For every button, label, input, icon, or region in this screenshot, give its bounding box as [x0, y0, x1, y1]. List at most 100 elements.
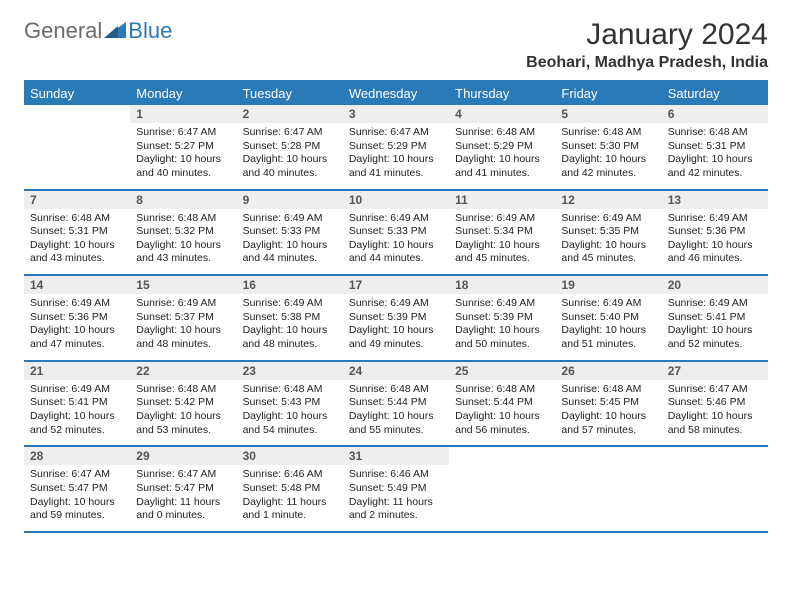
- sunrise-text: Sunrise: 6:48 AM: [30, 212, 124, 226]
- month-title: January 2024: [526, 18, 768, 52]
- calendar-day-cell: 21Sunrise: 6:49 AMSunset: 5:41 PMDayligh…: [24, 361, 130, 447]
- col-friday: Friday: [555, 81, 661, 105]
- daylight-text: Daylight: 10 hours and 42 minutes.: [561, 153, 655, 180]
- sunset-text: Sunset: 5:34 PM: [455, 225, 549, 239]
- daylight-text: Daylight: 10 hours and 41 minutes.: [349, 153, 443, 180]
- daylight-text: Daylight: 10 hours and 46 minutes.: [668, 239, 762, 266]
- daylight-text: Daylight: 10 hours and 48 minutes.: [136, 324, 230, 351]
- day-info: Sunrise: 6:49 AMSunset: 5:35 PMDaylight:…: [555, 209, 661, 275]
- daylight-text: Daylight: 11 hours and 1 minute.: [243, 496, 337, 523]
- day-info: Sunrise: 6:48 AMSunset: 5:44 PMDaylight:…: [449, 380, 555, 446]
- col-tuesday: Tuesday: [237, 81, 343, 105]
- calendar-day-cell: [24, 105, 130, 190]
- day-number: 4: [449, 105, 555, 123]
- daylight-text: Daylight: 10 hours and 40 minutes.: [243, 153, 337, 180]
- calendar-day-cell: [662, 446, 768, 532]
- day-info: Sunrise: 6:49 AMSunset: 5:41 PMDaylight:…: [24, 380, 130, 446]
- sunrise-text: Sunrise: 6:49 AM: [455, 297, 549, 311]
- sunset-text: Sunset: 5:31 PM: [668, 140, 762, 154]
- daylight-text: Daylight: 10 hours and 51 minutes.: [561, 324, 655, 351]
- calendar-day-cell: 13Sunrise: 6:49 AMSunset: 5:36 PMDayligh…: [662, 190, 768, 276]
- sunrise-text: Sunrise: 6:49 AM: [136, 297, 230, 311]
- day-info: Sunrise: 6:49 AMSunset: 5:39 PMDaylight:…: [449, 294, 555, 360]
- col-saturday: Saturday: [662, 81, 768, 105]
- day-number: 29: [130, 447, 236, 465]
- daylight-text: Daylight: 10 hours and 58 minutes.: [668, 410, 762, 437]
- title-block: January 2024 Beohari, Madhya Pradesh, In…: [526, 18, 768, 72]
- day-info: Sunrise: 6:48 AMSunset: 5:31 PMDaylight:…: [662, 123, 768, 189]
- daylight-text: Daylight: 10 hours and 45 minutes.: [455, 239, 549, 266]
- day-info: Sunrise: 6:49 AMSunset: 5:40 PMDaylight:…: [555, 294, 661, 360]
- sunrise-text: Sunrise: 6:48 AM: [136, 212, 230, 226]
- calendar-header-row: Sunday Monday Tuesday Wednesday Thursday…: [24, 81, 768, 105]
- sunrise-text: Sunrise: 6:49 AM: [561, 212, 655, 226]
- calendar-day-cell: 1Sunrise: 6:47 AMSunset: 5:27 PMDaylight…: [130, 105, 236, 190]
- sunrise-text: Sunrise: 6:48 AM: [136, 383, 230, 397]
- daylight-text: Daylight: 10 hours and 52 minutes.: [30, 410, 124, 437]
- sunset-text: Sunset: 5:47 PM: [136, 482, 230, 496]
- sunrise-text: Sunrise: 6:47 AM: [136, 468, 230, 482]
- sunrise-text: Sunrise: 6:47 AM: [30, 468, 124, 482]
- day-number: 18: [449, 276, 555, 294]
- sunrise-text: Sunrise: 6:49 AM: [243, 297, 337, 311]
- day-number: 10: [343, 191, 449, 209]
- sunrise-text: Sunrise: 6:46 AM: [349, 468, 443, 482]
- daylight-text: Daylight: 10 hours and 55 minutes.: [349, 410, 443, 437]
- sunrise-text: Sunrise: 6:48 AM: [455, 126, 549, 140]
- sunrise-text: Sunrise: 6:47 AM: [243, 126, 337, 140]
- sunset-text: Sunset: 5:36 PM: [30, 311, 124, 325]
- daylight-text: Daylight: 10 hours and 41 minutes.: [455, 153, 549, 180]
- sunset-text: Sunset: 5:39 PM: [349, 311, 443, 325]
- calendar-table: Sunday Monday Tuesday Wednesday Thursday…: [24, 80, 768, 533]
- calendar-page: General Blue January 2024 Beohari, Madhy…: [0, 0, 792, 551]
- calendar-day-cell: [449, 446, 555, 532]
- location-label: Beohari, Madhya Pradesh, India: [526, 54, 768, 72]
- calendar-body: 1Sunrise: 6:47 AMSunset: 5:27 PMDaylight…: [24, 105, 768, 532]
- brand-text-general: General: [24, 18, 102, 44]
- sunrise-text: Sunrise: 6:48 AM: [243, 383, 337, 397]
- brand-text-blue: Blue: [128, 18, 172, 44]
- calendar-day-cell: 15Sunrise: 6:49 AMSunset: 5:37 PMDayligh…: [130, 275, 236, 361]
- day-number: 5: [555, 105, 661, 123]
- day-info: Sunrise: 6:49 AMSunset: 5:39 PMDaylight:…: [343, 294, 449, 360]
- calendar-day-cell: 6Sunrise: 6:48 AMSunset: 5:31 PMDaylight…: [662, 105, 768, 190]
- calendar-day-cell: 19Sunrise: 6:49 AMSunset: 5:40 PMDayligh…: [555, 275, 661, 361]
- day-info: Sunrise: 6:47 AMSunset: 5:46 PMDaylight:…: [662, 380, 768, 446]
- sunrise-text: Sunrise: 6:49 AM: [243, 212, 337, 226]
- calendar-day-cell: 14Sunrise: 6:49 AMSunset: 5:36 PMDayligh…: [24, 275, 130, 361]
- sunset-text: Sunset: 5:38 PM: [243, 311, 337, 325]
- daylight-text: Daylight: 10 hours and 48 minutes.: [243, 324, 337, 351]
- sunrise-text: Sunrise: 6:49 AM: [668, 297, 762, 311]
- calendar-week-row: 1Sunrise: 6:47 AMSunset: 5:27 PMDaylight…: [24, 105, 768, 190]
- daylight-text: Daylight: 10 hours and 50 minutes.: [455, 324, 549, 351]
- calendar-day-cell: 18Sunrise: 6:49 AMSunset: 5:39 PMDayligh…: [449, 275, 555, 361]
- daylight-text: Daylight: 10 hours and 59 minutes.: [30, 496, 124, 523]
- daylight-text: Daylight: 10 hours and 47 minutes.: [30, 324, 124, 351]
- day-number: 3: [343, 105, 449, 123]
- sunset-text: Sunset: 5:46 PM: [668, 396, 762, 410]
- sunrise-text: Sunrise: 6:49 AM: [30, 383, 124, 397]
- calendar-day-cell: 23Sunrise: 6:48 AMSunset: 5:43 PMDayligh…: [237, 361, 343, 447]
- day-number: 9: [237, 191, 343, 209]
- sunset-text: Sunset: 5:43 PM: [243, 396, 337, 410]
- calendar-day-cell: 17Sunrise: 6:49 AMSunset: 5:39 PMDayligh…: [343, 275, 449, 361]
- col-wednesday: Wednesday: [343, 81, 449, 105]
- day-number: 6: [662, 105, 768, 123]
- calendar-week-row: 14Sunrise: 6:49 AMSunset: 5:36 PMDayligh…: [24, 275, 768, 361]
- day-number: 7: [24, 191, 130, 209]
- day-info: Sunrise: 6:49 AMSunset: 5:33 PMDaylight:…: [237, 209, 343, 275]
- daylight-text: Daylight: 11 hours and 0 minutes.: [136, 496, 230, 523]
- daylight-text: Daylight: 11 hours and 2 minutes.: [349, 496, 443, 523]
- sunset-text: Sunset: 5:29 PM: [455, 140, 549, 154]
- sunset-text: Sunset: 5:41 PM: [30, 396, 124, 410]
- sunset-text: Sunset: 5:30 PM: [561, 140, 655, 154]
- daylight-text: Daylight: 10 hours and 45 minutes.: [561, 239, 655, 266]
- day-number: 20: [662, 276, 768, 294]
- day-info: Sunrise: 6:49 AMSunset: 5:36 PMDaylight:…: [24, 294, 130, 360]
- daylight-text: Daylight: 10 hours and 44 minutes.: [349, 239, 443, 266]
- day-info: Sunrise: 6:46 AMSunset: 5:49 PMDaylight:…: [343, 465, 449, 531]
- sunset-text: Sunset: 5:48 PM: [243, 482, 337, 496]
- calendar-day-cell: 2Sunrise: 6:47 AMSunset: 5:28 PMDaylight…: [237, 105, 343, 190]
- daylight-text: Daylight: 10 hours and 52 minutes.: [668, 324, 762, 351]
- col-sunday: Sunday: [24, 81, 130, 105]
